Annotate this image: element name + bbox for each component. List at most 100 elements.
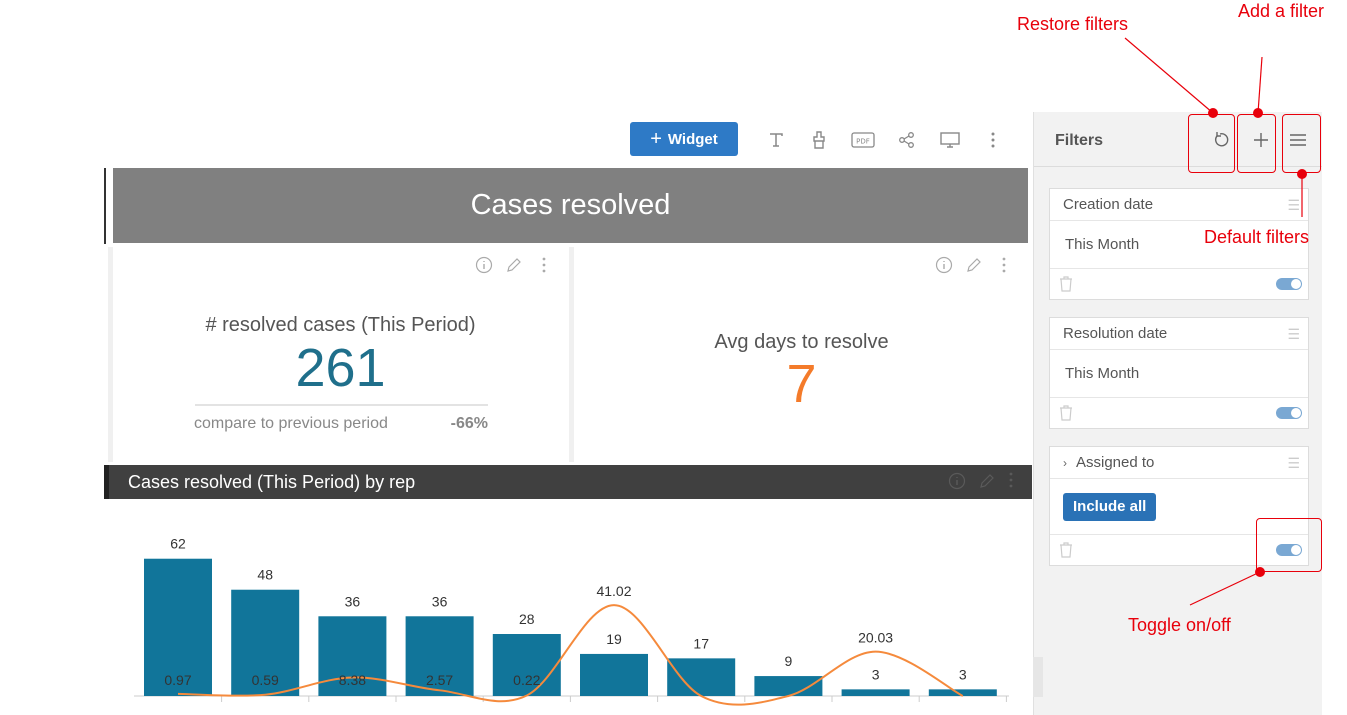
line-value-label: 0.22 [513,672,540,688]
trash-icon[interactable] [1059,542,1073,563]
kpi-value: 261 [295,338,386,398]
filters-title: Filters [1055,132,1104,149]
widget-gutter [569,247,574,462]
compare-label: compare to previous period [194,415,388,432]
filter-toggle[interactable] [1276,278,1302,290]
drag-handle-icon[interactable]: ☰ [1287,197,1300,213]
filter-name: Resolution date [1063,325,1168,342]
filter-value[interactable]: This Month [1050,350,1308,398]
plus-icon[interactable] [1247,126,1275,154]
bar[interactable] [754,676,823,696]
bar-line-chart: 62 48 36 36 28 19 17 9 3 3 0.97 0.59 8.38 2.57 0.22 41.… [134,536,1009,706]
bar[interactable] [231,589,300,696]
info-icon[interactable] [474,255,494,275]
bar[interactable] [318,616,387,696]
trash-icon[interactable] [1059,405,1073,426]
bar-value-label: 9 [785,653,793,669]
bar-value-label: 36 [432,593,448,609]
bar-value-label: 36 [345,593,361,609]
line-value-label: 0.59 [252,672,279,688]
compare-value: -66% [450,415,488,432]
annotation-box-add [1237,114,1276,173]
kpi-title: # resolved cases (This Period) [205,314,476,336]
edit-icon[interactable] [978,472,996,495]
bar-value-label: 3 [872,666,880,682]
add-widget-button[interactable]: + Widget [630,122,738,156]
bar[interactable] [928,689,997,696]
kpi-avg-days-widget: Avg days to resolve 7 [575,247,1028,462]
annotation-restore: Restore filters [1017,14,1129,34]
bar[interactable] [580,653,648,696]
dashboard-toolbar: + Widget [630,122,738,156]
line-value-label: 2.57 [426,672,453,688]
edit-icon[interactable] [504,255,524,275]
line-value-label: 41.02 [596,583,631,599]
svg-text:PDF: PDF [856,138,870,146]
filters-panel: Filters Creation date ☰ This Month [1033,112,1322,715]
chart-header: Cases resolved (This Period) by rep [104,465,1032,499]
dashboard-edge [104,168,106,244]
bar[interactable] [492,634,561,696]
plus-icon: + [650,128,662,150]
more-vertical-icon[interactable] [981,128,1005,152]
edit-icon[interactable] [964,255,984,275]
filter-name: Creation date [1063,196,1154,213]
restore-icon[interactable] [1208,126,1236,154]
filter-name: Assigned to [1076,454,1155,471]
info-icon[interactable] [948,472,966,495]
monitor-icon[interactable] [938,128,962,152]
include-all-button[interactable]: Include all [1063,492,1157,521]
bar[interactable] [405,616,474,696]
text-icon[interactable] [764,128,788,152]
filter-header[interactable]: › Assigned to ☰ [1050,447,1308,479]
filter-header[interactable]: Resolution date ☰ [1050,318,1308,350]
filter-toggle[interactable] [1276,407,1302,419]
bar-value-label: 19 [606,631,622,647]
annotation-add: Add a filter [1238,1,1325,21]
bar[interactable] [144,558,212,696]
bar-value-label: 48 [257,567,273,583]
filters-header: Filters [1034,112,1322,167]
paint-brush-icon[interactable] [807,128,831,152]
annotation-toggle: Toggle on/off [1128,615,1231,635]
filter-header[interactable]: Creation date ☰ [1050,189,1308,221]
annotation-box-restore [1188,114,1235,173]
annotation-box-default [1282,114,1321,173]
bar[interactable] [667,658,736,696]
line-value-label: 0.97 [164,672,191,688]
bar-value-label: 28 [519,611,535,627]
more-vertical-icon[interactable] [534,255,554,275]
pdf-icon[interactable]: PDF [850,128,876,152]
dashboard-title: Cases resolved [113,168,1028,243]
filter-value: Include all [1050,479,1308,535]
trash-icon[interactable] [1059,276,1073,297]
filter-toggle[interactable] [1276,544,1302,556]
chevron-right-icon[interactable]: › [1063,455,1067,470]
bar[interactable] [841,689,910,696]
kpi-title: Avg days to resolve [714,331,889,353]
drag-handle-icon[interactable]: ☰ [1287,455,1300,471]
panel-collapse-handle[interactable] [1033,657,1043,697]
kpi-resolved-cases-widget: # resolved cases (This Period) 261 compa… [113,247,568,462]
line-value-label: 8.38 [339,672,366,688]
annotation-box-toggle [1256,518,1322,572]
widget-gutter [108,247,113,462]
filter-card-resolution-date: Resolution date ☰ This Month [1049,317,1309,429]
line-value-label: 20.03 [858,630,893,646]
filter-card-assigned-to: › Assigned to ☰ Include all [1049,446,1309,566]
share-icon[interactable] [895,128,919,152]
bar-value-label: 62 [170,536,186,552]
menu-icon[interactable] [1284,126,1312,154]
annotation-default: Default filters [1204,227,1310,247]
line-series [177,604,964,706]
info-icon[interactable] [934,255,954,275]
bar-value-label: 3 [959,666,967,682]
chart-area: 62 48 36 36 28 19 17 9 3 3 0.97 0.59 8.38 2.57 0.22 41.… [104,499,1032,715]
chart-title: Cases resolved (This Period) by rep [128,471,416,492]
add-widget-label: Widget [667,130,718,148]
more-vertical-icon[interactable] [994,255,1014,275]
more-vertical-icon[interactable] [1008,472,1014,495]
filter-value[interactable]: This Month [1050,221,1308,269]
drag-handle-icon[interactable]: ☰ [1287,326,1300,342]
